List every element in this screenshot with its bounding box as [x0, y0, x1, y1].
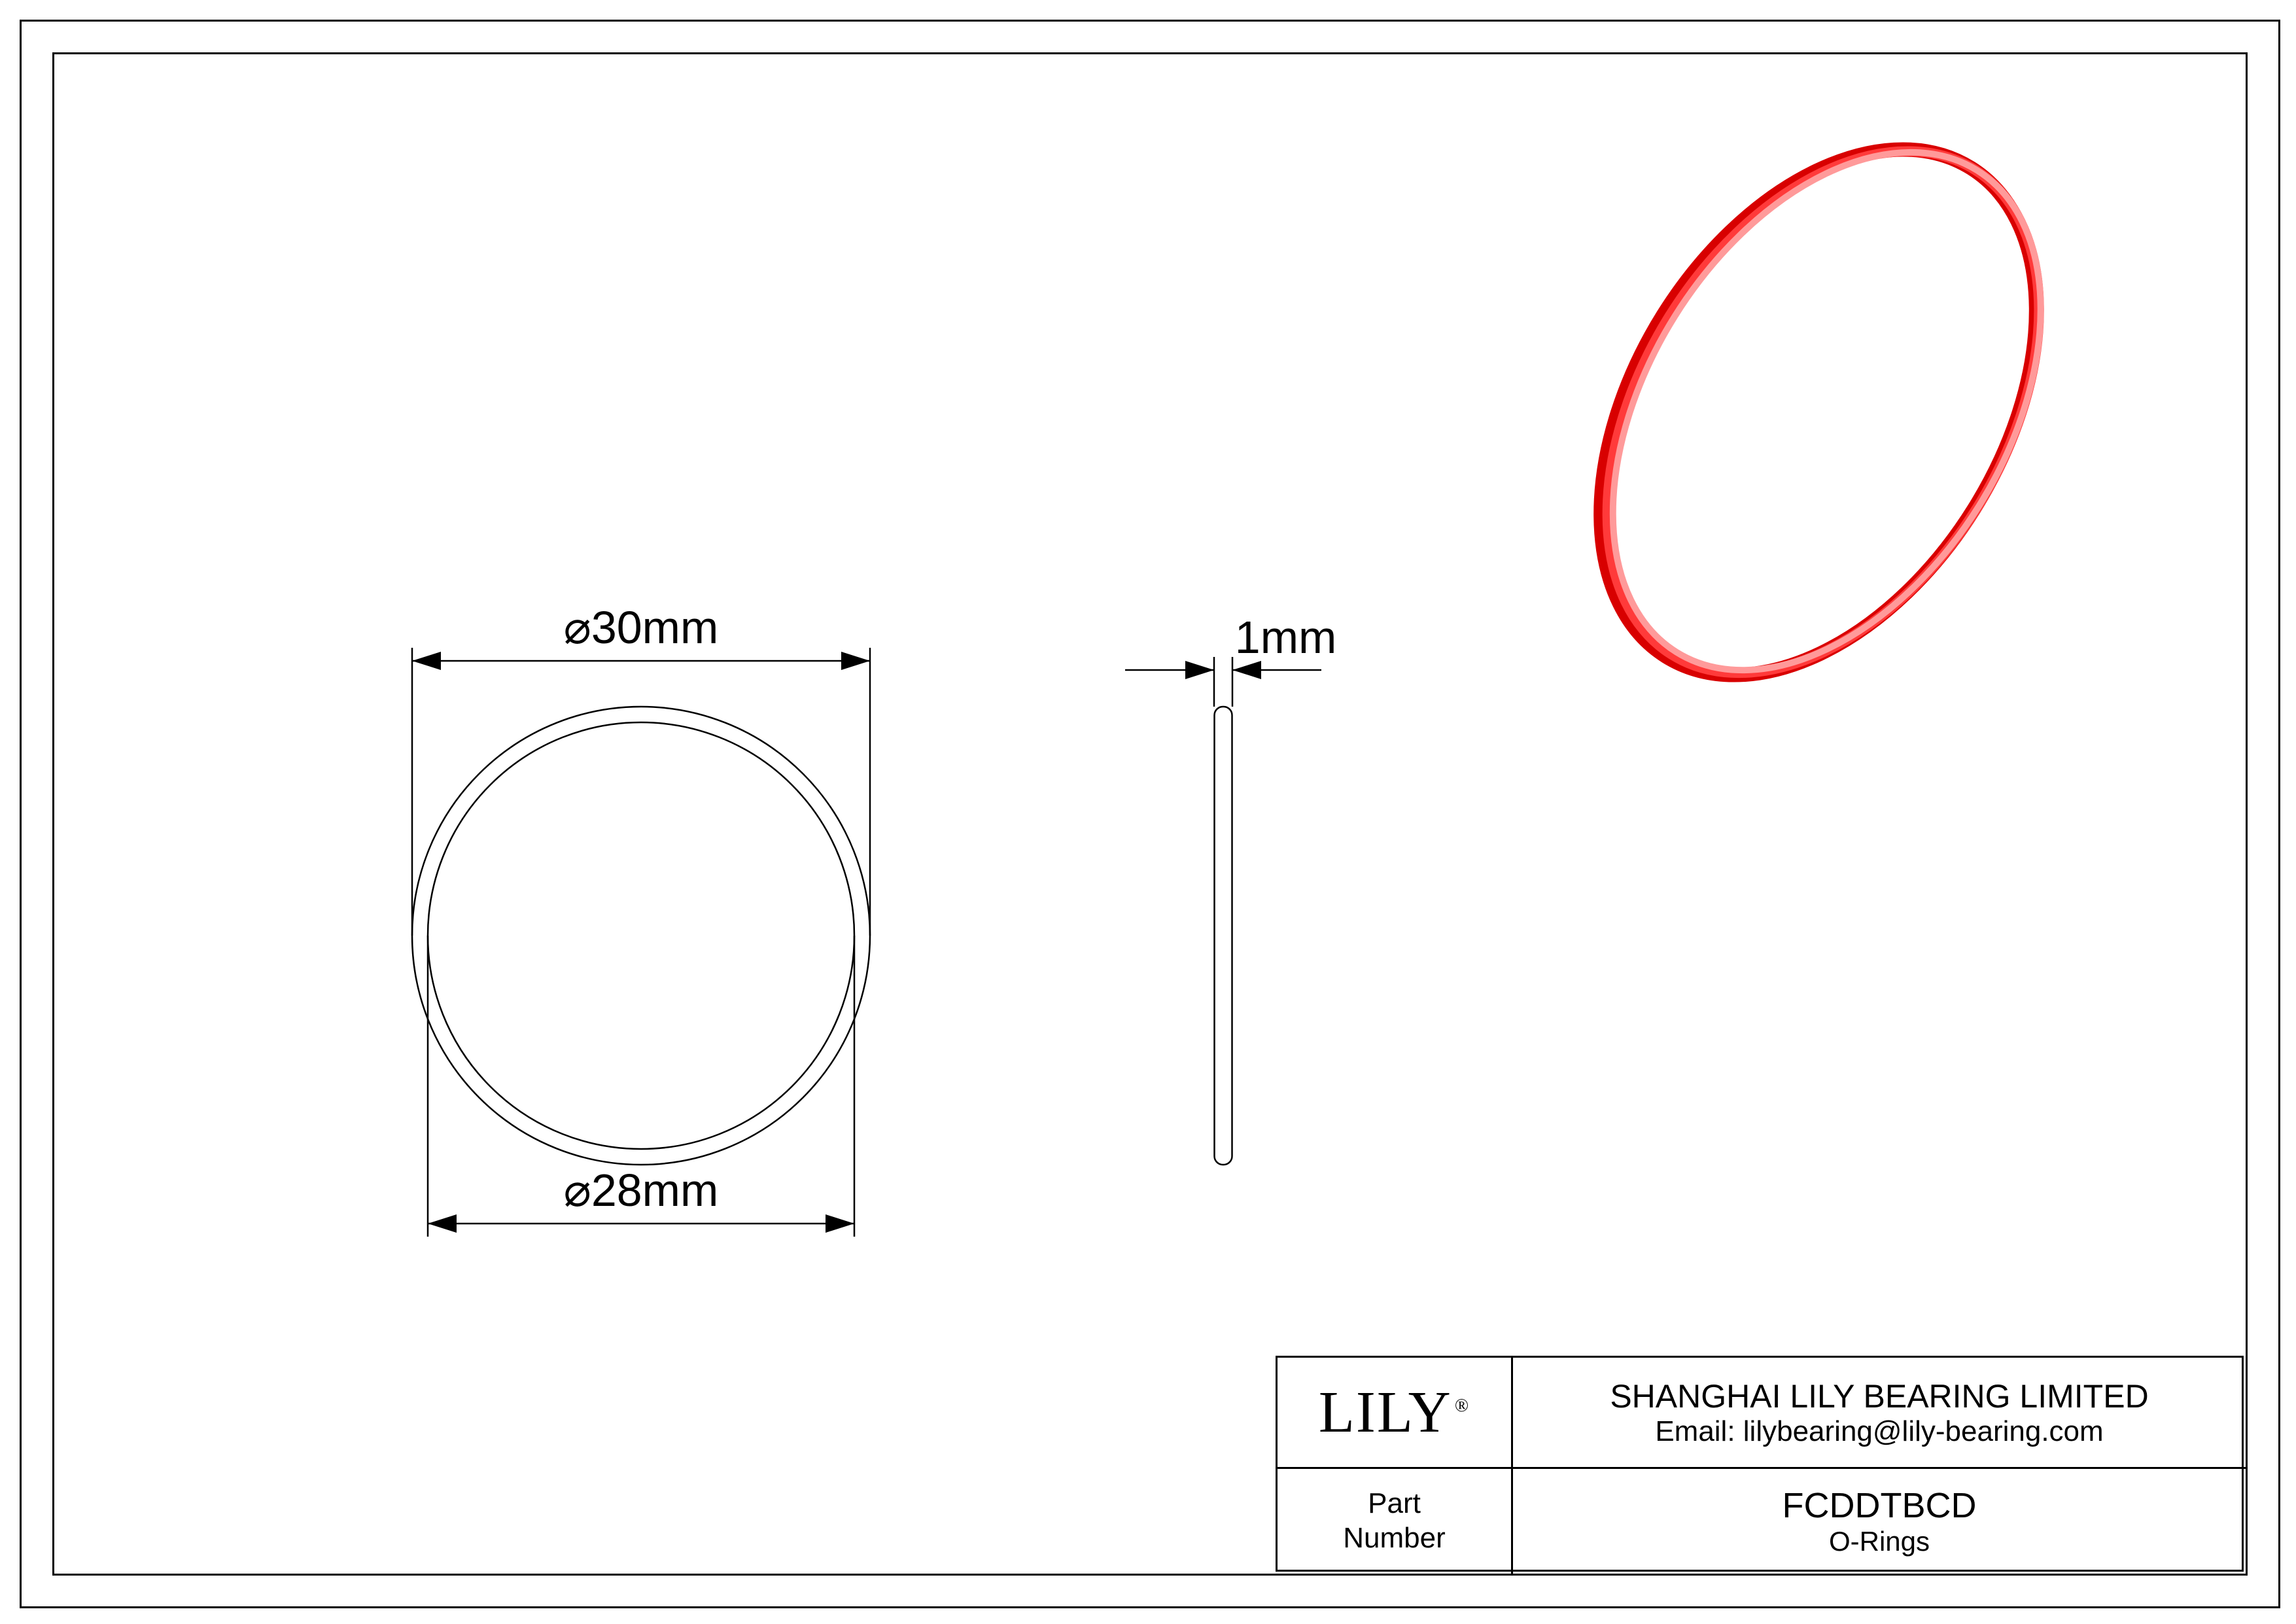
- drawing-sheet: ⌀30mm ⌀28mm 1mm LILY® SHANGHAI LILY BEAR…: [0, 0, 2296, 1624]
- pn-label-line1: Part: [1343, 1487, 1446, 1521]
- company-cell: SHANGHAI LILY BEARING LIMITED Email: lil…: [1513, 1358, 2246, 1469]
- pn-label-line2: Number: [1343, 1521, 1446, 1556]
- logo-text: LILY®: [1319, 1379, 1470, 1446]
- inner-frame: [52, 52, 2248, 1576]
- registered-mark: ®: [1455, 1396, 1470, 1416]
- dimension-thickness-label: 1mm: [1235, 611, 1337, 663]
- logo-word: LILY: [1319, 1380, 1452, 1445]
- dimension-inner-diameter-label: ⌀28mm: [564, 1163, 719, 1217]
- title-block: LILY® SHANGHAI LILY BEARING LIMITED Emai…: [1276, 1356, 2244, 1572]
- part-description: O-Rings: [1783, 1526, 1977, 1557]
- logo-cell: LILY®: [1278, 1358, 1513, 1469]
- dimension-outer-diameter-label: ⌀30mm: [564, 601, 719, 654]
- company-name: SHANGHAI LILY BEARING LIMITED: [1610, 1377, 2148, 1415]
- company-email: Email: lilybearing@lily-bearing.com: [1610, 1415, 2148, 1448]
- part-number-label-cell: Part Number: [1278, 1469, 1513, 1574]
- part-number-value-cell: FCDDTBCD O-Rings: [1513, 1469, 2246, 1574]
- part-number-value: FCDDTBCD: [1783, 1485, 1977, 1526]
